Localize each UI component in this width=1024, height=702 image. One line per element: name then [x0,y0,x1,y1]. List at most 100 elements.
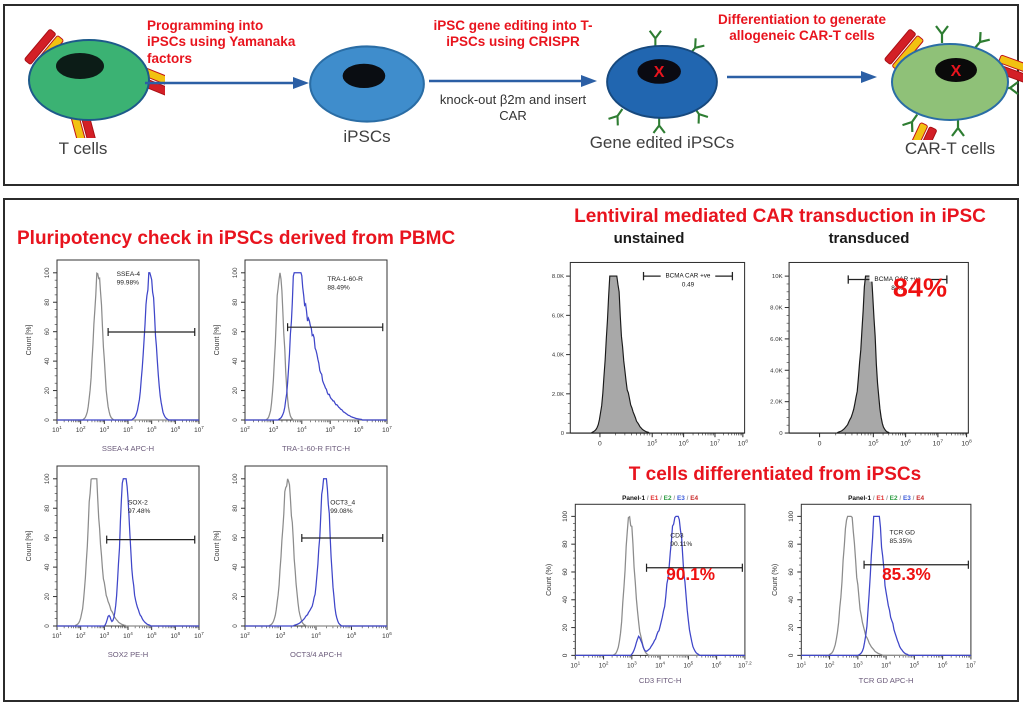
svg-text:103: 103 [99,631,109,640]
svg-text:0.49: 0.49 [682,282,695,289]
y-receptor-icon [935,25,949,43]
svg-text:105: 105 [909,661,919,670]
svg-text:40: 40 [788,596,795,604]
svg-text:99.08%: 99.08% [330,508,353,515]
svg-text:Count [%]: Count [%] [26,531,33,562]
svg-text:85.35%: 85.35% [889,538,912,545]
svg-text:BCMA CAR +ve: BCMA CAR +ve [665,273,710,280]
svg-text:88.49%: 88.49% [327,284,350,291]
svg-text:101: 101 [52,631,62,640]
svg-text:60: 60 [562,568,569,576]
gene-edited-ipsc-icon: X [606,30,718,134]
svg-text:SSEA-4 APC-H: SSEA-4 APC-H [102,444,154,453]
svg-text:103: 103 [276,631,286,640]
svg-text:20: 20 [788,624,795,632]
svg-text:105: 105 [147,425,157,434]
svg-text:2.0K: 2.0K [770,400,782,406]
y-receptor-icon [608,108,624,126]
y-receptor-icon [648,30,662,47]
svg-text:104: 104 [881,661,891,670]
flow-plot-unstained: 0 2.0K 4.0K 6.0K 8.0K 0 105 106 107 108 BCMA CAR +… [543,250,753,458]
svg-text:60: 60 [44,534,51,542]
t-cell-icon [24,29,181,156]
svg-text:SOX-2: SOX-2 [128,499,148,506]
arrow3-icon [727,70,877,84]
svg-text:10K: 10K [772,274,783,280]
tcell-differentiation-title: T cells differentiated from iPSCs [628,464,922,485]
svg-text:108: 108 [961,438,972,447]
svg-text:107: 107 [710,438,720,447]
ipsc-illustration [301,40,433,128]
svg-text:CD3 FITC-H: CD3 FITC-H [639,676,682,685]
svg-text:0: 0 [232,418,239,422]
pluripotency-title: Pluripotency check in iPSCs derived from… [17,228,456,249]
svg-text:80: 80 [232,504,239,512]
car-t-cell-icon: X [884,25,1024,165]
svg-text:104: 104 [123,425,133,434]
flow-plot-tcr-gd: Panel-1 / E1 / E2 / E3 / E4 0 20 40 60 80 100 1… [769,490,981,686]
svg-text:TCR GD: TCR GD [889,529,915,536]
svg-text:99.98%: 99.98% [117,280,140,287]
flow-plot-sox2: 0 20 40 60 80 100 101 102 103 104 105 106 107 SOX2 PE… [23,458,209,660]
svg-text:4.0K: 4.0K [770,368,782,374]
svg-text:TCR GD APC-H: TCR GD APC-H [859,676,914,685]
gene-edited-label: Gene edited iPSCs [589,133,735,152]
svg-text:106: 106 [382,631,392,640]
svg-text:102: 102 [599,661,609,670]
svg-text:40: 40 [44,357,51,365]
svg-text:106: 106 [679,438,689,447]
svg-text:0: 0 [44,624,51,628]
arrow1-caption: Programming into iPSCs using Yamanaka fa… [147,18,296,66]
svg-text:105: 105 [647,438,657,447]
svg-text:80: 80 [788,540,795,548]
svg-text:0: 0 [232,624,239,628]
y-receptor-icon [951,119,965,137]
svg-text:BCMA CAR +ve: BCMA CAR +ve [874,276,921,283]
svg-text:0: 0 [779,431,783,437]
svg-text:TRA-1-60-R FITC-H: TRA-1-60-R FITC-H [282,444,350,453]
arrow2-subcaption: knock-out β2m and insert CAR [439,92,587,124]
svg-text:0: 0 [44,418,51,422]
svg-text:102: 102 [240,425,250,434]
svg-text:6.0K: 6.0K [552,313,564,319]
svg-text:80: 80 [562,540,569,548]
svg-text:102: 102 [76,631,86,640]
svg-text:103: 103 [627,661,637,670]
svg-text:40: 40 [232,563,239,571]
svg-text:8.0K: 8.0K [552,274,564,280]
knockout-x-mark: X [654,63,665,81]
svg-text:Panel-1 / E1 / E2 / E3 / E4: Panel-1 / E1 / E2 / E3 / E4 [622,495,698,502]
svg-text:100: 100 [562,511,569,522]
arrow1-icon [145,76,309,90]
arrow3-caption: Differentiation to generate allogeneic C… [717,12,887,44]
svg-text:103: 103 [853,661,863,670]
arrow2-caption: iPSC gene editing into T-iPSCs using CRI… [433,18,593,50]
svg-text:20: 20 [44,387,51,395]
svg-text:107: 107 [194,425,204,434]
unstained-plot-title: unstained [613,230,685,247]
svg-text:104: 104 [655,661,665,670]
svg-text:40: 40 [232,357,239,365]
results-panel: Pluripotency check in iPSCs derived from… [3,198,1019,702]
svg-text:20: 20 [562,624,569,632]
knockout-x-mark: X [951,63,962,80]
svg-text:Count (%): Count (%) [771,564,779,596]
svg-text:107: 107 [933,438,944,447]
svg-text:Panel-1 / E1 / E2 / E3 / E4: Panel-1 / E1 / E2 / E3 / E4 [848,495,924,502]
svg-text:100: 100 [44,267,51,278]
svg-text:SSEA-4: SSEA-4 [117,271,141,278]
svg-text:OCT3/4 APC-H: OCT3/4 APC-H [290,650,342,659]
svg-text:105: 105 [347,631,357,640]
svg-text:107: 107 [966,661,976,670]
svg-text:103: 103 [99,425,109,434]
flow-plot-ssea4: 0 20 40 60 80 100 101 102 103 104 105 106 107 SSEA-4 … [23,252,209,454]
svg-text:106: 106 [900,438,911,447]
t-cell-illustration [13,20,181,156]
svg-text:0: 0 [598,441,602,448]
svg-text:106: 106 [170,425,180,434]
flow-plot-tra-1-60-r: 0 20 40 60 80 100 102 103 104 105 106 107 TRA-1-60-R… [211,252,397,454]
flow-plot-cd3: Panel-1 / E1 / E2 / E3 / E4 0 20 40 60 80 100 1… [543,490,755,686]
workflow-panel: T cells Programming into iPSCs using Yam… [3,4,1024,186]
svg-text:101: 101 [570,661,580,670]
svg-text:20: 20 [232,387,239,395]
